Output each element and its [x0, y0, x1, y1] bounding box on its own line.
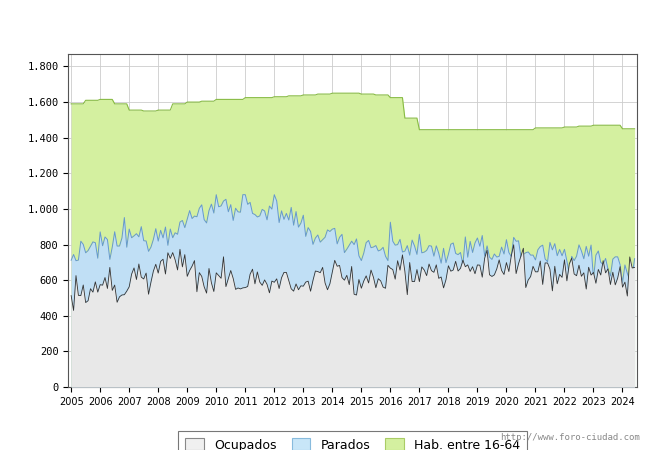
- Legend: Ocupados, Parados, Hab. entre 16-64: Ocupados, Parados, Hab. entre 16-64: [178, 431, 527, 450]
- Text: http://www.foro-ciudad.com: http://www.foro-ciudad.com: [500, 433, 640, 442]
- Text: foro-ciudad.com: foro-ciudad.com: [238, 258, 467, 283]
- Text: Las Mesas - Evolucion de la poblacion en edad de Trabajar Mayo de 2024: Las Mesas - Evolucion de la poblacion en…: [96, 17, 554, 30]
